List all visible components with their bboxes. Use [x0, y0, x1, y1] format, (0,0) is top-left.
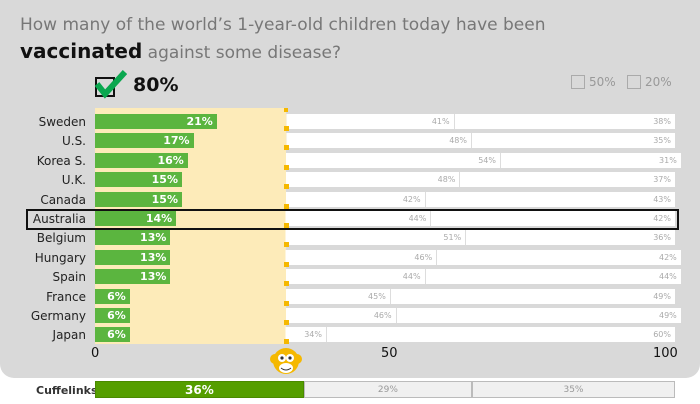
question-bold: vaccinated: [20, 39, 143, 63]
bar-segment: 6%: [95, 308, 130, 323]
row-label: U.S.: [61, 134, 86, 149]
marker-dot: [284, 223, 290, 228]
bar-segment: 6%: [95, 327, 130, 343]
bar-segment: 43%: [425, 191, 675, 207]
bar-segment: 17%: [95, 133, 194, 149]
bar-segment: 34%: [129, 327, 327, 343]
marker-dot: [284, 184, 290, 190]
answer-label: 80%: [133, 74, 179, 96]
bar-segment: 49%: [390, 288, 675, 304]
bar-segment: 31%: [501, 152, 681, 168]
x-tick-label: 100: [653, 346, 678, 361]
bar-segment: 44%: [176, 211, 432, 226]
checkbox-icon: [571, 75, 585, 89]
highlight-box: [26, 209, 679, 230]
checked-box-icon: [94, 70, 127, 99]
bar-segment: 42%: [182, 191, 426, 207]
bar-segment: 46%: [170, 249, 438, 265]
chimp-icon: [270, 344, 303, 378]
bar-segment: 37%: [460, 172, 675, 188]
marker-dot: [284, 281, 290, 287]
chimp-line: [284, 108, 289, 112]
row-label: Sweden: [38, 115, 86, 129]
row-label: U.K.: [61, 173, 86, 188]
bar-segment: 13%: [95, 269, 171, 285]
option-50[interactable]: 50%: [571, 75, 616, 89]
bar-segment: 44%: [170, 269, 426, 285]
cuffelinks-label: Cuffelinks: [36, 384, 98, 397]
bar-segment: 21%: [95, 114, 217, 129]
bar-segment: 45%: [129, 288, 391, 304]
bar-segment: 42%: [431, 211, 675, 226]
row-label: Japan: [52, 328, 86, 343]
bar-segment: 46%: [129, 308, 397, 323]
row-label: Korea S.: [36, 153, 86, 168]
option-label: 50%: [589, 75, 616, 89]
row-label: France: [46, 289, 86, 304]
bar-segment: 15%: [95, 191, 182, 207]
bar-segment: 48%: [182, 172, 461, 188]
bar-segment: 36%: [466, 230, 675, 246]
cuffelinks-segment: 35%: [472, 381, 675, 398]
x-tick-label: 0: [91, 346, 100, 361]
checkbox-icon: [627, 75, 641, 89]
bar-segment: 35%: [472, 133, 675, 149]
marker-dot: [284, 261, 290, 267]
chart: Sweden 21% 41% 38% U.S. 17% 48% 35% Korea S. 16% 5…: [26, 108, 681, 378]
row-label: Australia: [32, 212, 86, 226]
bar-segment: 13%: [95, 230, 171, 246]
row-label: Belgium: [36, 231, 86, 246]
marker-dot: [284, 320, 290, 325]
bar-segment: 38%: [454, 114, 675, 129]
bar-segment: 42%: [437, 249, 681, 265]
row-label: Canada: [40, 192, 86, 207]
question-rest: against some disease?: [142, 43, 342, 63]
bar-segment: 15%: [95, 172, 182, 188]
marker-dot: [284, 242, 290, 248]
marker-dot: [284, 339, 290, 345]
bar-segment: 13%: [95, 249, 171, 265]
row-label: Spain: [52, 270, 86, 285]
bar-segment: 6%: [95, 288, 130, 304]
bar-segment: 54%: [187, 152, 501, 168]
cuffelinks-segment: 36%: [95, 381, 304, 398]
bar-segment: 41%: [216, 114, 455, 129]
marker-dot: [284, 300, 290, 306]
selected-answer[interactable]: 80%: [93, 70, 178, 100]
bar-segment: 60%: [327, 327, 675, 343]
marker-dot: [284, 145, 290, 151]
bar-segment: 51%: [170, 230, 467, 246]
question-line-1: How many of the world’s 1-year-old child…: [20, 15, 546, 35]
option-20[interactable]: 20%: [627, 75, 672, 89]
marker-dot: [284, 203, 290, 209]
bar-segment: 48%: [193, 133, 472, 149]
bar-segment: 16%: [95, 152, 188, 168]
row-label: Hungary: [34, 250, 86, 265]
question-line-2: vaccinated against some disease?: [20, 39, 341, 63]
x-tick-label: 50: [381, 346, 398, 361]
row-label: Germany: [30, 309, 86, 323]
option-label: 20%: [645, 75, 672, 89]
cuffelinks-segment: 29%: [303, 381, 472, 398]
marker-dot: [284, 126, 290, 131]
bar-segment: 44%: [425, 269, 681, 285]
bar-segment: 14%: [95, 211, 177, 226]
marker-dot: [284, 164, 290, 170]
bar-segment: 49%: [396, 308, 681, 323]
